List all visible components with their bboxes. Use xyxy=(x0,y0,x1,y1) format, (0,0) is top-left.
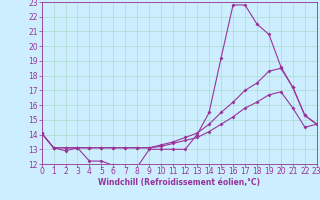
X-axis label: Windchill (Refroidissement éolien,°C): Windchill (Refroidissement éolien,°C) xyxy=(98,178,260,187)
